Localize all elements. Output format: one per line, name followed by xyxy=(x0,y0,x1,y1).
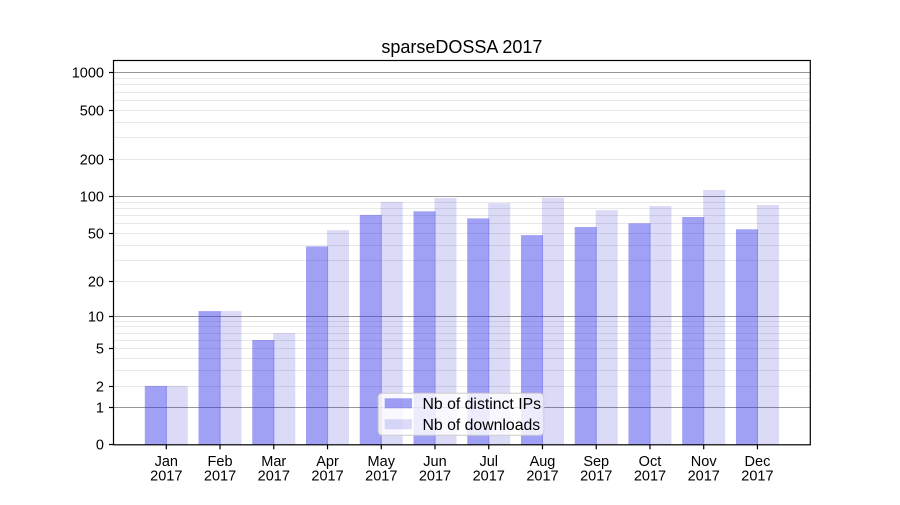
svg-text:Mar: Mar xyxy=(261,454,286,470)
svg-text:0: 0 xyxy=(96,438,104,454)
svg-text:Jun: Jun xyxy=(423,454,446,470)
svg-text:1: 1 xyxy=(96,401,104,417)
svg-text:2017: 2017 xyxy=(741,469,773,485)
svg-text:Apr: Apr xyxy=(316,454,339,470)
svg-text:2017: 2017 xyxy=(419,469,451,485)
svg-text:1000: 1000 xyxy=(72,66,104,82)
svg-text:Sep: Sep xyxy=(583,454,609,470)
svg-text:50: 50 xyxy=(88,227,104,243)
svg-text:2017: 2017 xyxy=(258,469,290,485)
svg-text:2017: 2017 xyxy=(526,469,558,485)
svg-text:10: 10 xyxy=(88,310,104,326)
svg-text:2017: 2017 xyxy=(204,469,236,485)
svg-text:sparseDOSSA 2017: sparseDOSSA 2017 xyxy=(381,37,542,57)
svg-text:Nov: Nov xyxy=(691,454,718,470)
svg-text:200: 200 xyxy=(80,153,104,169)
svg-text:2017: 2017 xyxy=(473,469,505,485)
svg-text:2017: 2017 xyxy=(150,469,182,485)
svg-text:2017: 2017 xyxy=(634,469,666,485)
svg-text:Feb: Feb xyxy=(208,454,233,470)
svg-text:5: 5 xyxy=(96,342,104,358)
svg-text:May: May xyxy=(368,454,396,470)
svg-text:500: 500 xyxy=(80,104,104,120)
svg-text:20: 20 xyxy=(88,275,104,291)
svg-text:100: 100 xyxy=(80,190,104,206)
svg-text:2017: 2017 xyxy=(580,469,612,485)
svg-text:Jul: Jul xyxy=(479,454,498,470)
svg-text:2017: 2017 xyxy=(311,469,343,485)
svg-text:Nb of distinct IPs: Nb of distinct IPs xyxy=(423,396,542,413)
svg-text:2: 2 xyxy=(96,380,104,396)
svg-text:Dec: Dec xyxy=(745,454,771,470)
svg-text:Nb of downloads: Nb of downloads xyxy=(423,417,541,434)
svg-text:2017: 2017 xyxy=(365,469,397,485)
svg-text:2017: 2017 xyxy=(688,469,720,485)
svg-text:Oct: Oct xyxy=(639,454,662,470)
svg-text:Aug: Aug xyxy=(530,454,556,470)
svg-text:Jan: Jan xyxy=(155,454,178,470)
